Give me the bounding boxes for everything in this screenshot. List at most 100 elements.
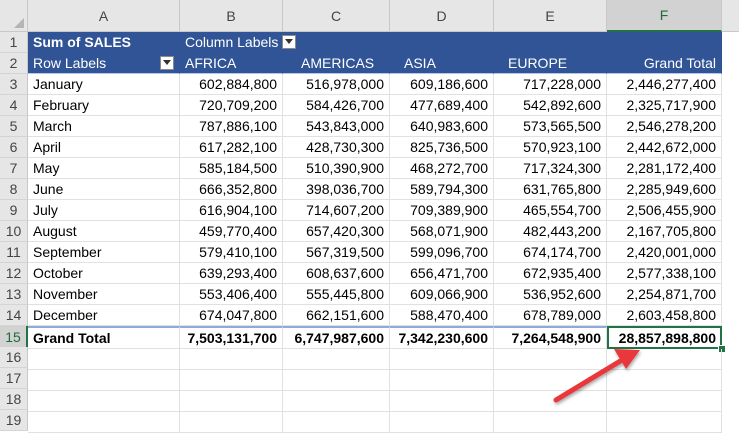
pivot-value-cell[interactable]: 570,923,100 xyxy=(494,137,607,158)
pivot-column-europe[interactable]: EUROPE xyxy=(494,53,607,74)
pivot-column-americas[interactable]: AMERICAS xyxy=(283,53,390,74)
pivot-value-cell[interactable]: 2,577,338,100 xyxy=(607,263,722,284)
pivot-value-cell[interactable]: 536,952,600 xyxy=(494,284,607,305)
grand-total-label[interactable]: Grand Total xyxy=(28,326,180,349)
row-header-17[interactable]: 17 xyxy=(0,368,28,389)
column-header-c[interactable]: C xyxy=(283,0,390,32)
row-header-4[interactable]: 4 xyxy=(0,95,28,116)
row-header-5[interactable]: 5 xyxy=(0,116,28,137)
row-header-18[interactable]: 18 xyxy=(0,389,28,410)
pivot-value-cell[interactable]: 609,186,600 xyxy=(390,74,494,95)
pivot-value-cell[interactable]: 543,843,000 xyxy=(283,116,390,137)
row-header-16[interactable]: 16 xyxy=(0,347,28,368)
select-all-corner[interactable] xyxy=(0,0,28,32)
grand-total-overall-cell[interactable]: 28,857,898,800 xyxy=(607,326,722,349)
pivot-value-cell[interactable]: 674,174,700 xyxy=(494,242,607,263)
empty-cell[interactable] xyxy=(180,412,283,433)
pivot-value-cell[interactable]: 609,066,900 xyxy=(390,284,494,305)
pivot-value-cell[interactable]: 674,047,800 xyxy=(180,305,283,326)
empty-cell[interactable] xyxy=(180,349,283,370)
pivot-value-cell[interactable]: 657,420,300 xyxy=(283,221,390,242)
pivot-value-cell[interactable]: 567,319,500 xyxy=(283,242,390,263)
pivot-value-cell[interactable]: 542,892,600 xyxy=(494,95,607,116)
pivot-value-cell[interactable]: 666,352,800 xyxy=(180,179,283,200)
pivot-row-labels[interactable]: Row Labels xyxy=(28,53,180,74)
row-header-6[interactable]: 6 xyxy=(0,137,28,158)
pivot-row-label[interactable]: September xyxy=(28,242,180,263)
row-header-12[interactable]: 12 xyxy=(0,263,28,284)
column-header-e[interactable]: E xyxy=(494,0,607,32)
pivot-value-cell[interactable]: 588,470,400 xyxy=(390,305,494,326)
row-header-15[interactable]: 15 xyxy=(0,326,28,348)
pivot-row-label[interactable]: December xyxy=(28,305,180,326)
empty-cell[interactable] xyxy=(390,370,494,391)
pivot-value-cell[interactable]: 617,282,100 xyxy=(180,137,283,158)
column-header-a[interactable]: A xyxy=(28,0,180,32)
pivot-row-label[interactable]: March xyxy=(28,116,180,137)
pivot-value-cell[interactable]: 2,420,001,000 xyxy=(607,242,722,263)
pivot-row-label[interactable]: July xyxy=(28,200,180,221)
row-labels-filter-button[interactable] xyxy=(160,56,174,70)
column-labels-filter-button[interactable] xyxy=(282,35,297,49)
empty-cell[interactable] xyxy=(607,349,722,370)
empty-cell[interactable] xyxy=(283,349,390,370)
pivot-value-cell[interactable]: 516,978,000 xyxy=(283,74,390,95)
pivot-row-label[interactable]: August xyxy=(28,221,180,242)
column-header-f[interactable]: F xyxy=(607,0,722,32)
empty-cell[interactable] xyxy=(390,349,494,370)
pivot-value-cell[interactable]: 709,389,900 xyxy=(390,200,494,221)
pivot-value-cell[interactable]: 428,730,300 xyxy=(283,137,390,158)
empty-cell[interactable] xyxy=(283,412,390,433)
empty-cell[interactable] xyxy=(390,412,494,433)
pivot-value-cell[interactable]: 825,736,500 xyxy=(390,137,494,158)
pivot-row-label[interactable]: January xyxy=(28,74,180,95)
pivot-value-cell[interactable]: 589,794,300 xyxy=(390,179,494,200)
grand-total-value-cell[interactable]: 7,264,548,900 xyxy=(494,326,607,349)
pivot-value-cell[interactable]: 555,445,800 xyxy=(283,284,390,305)
pivot-value-cell[interactable]: 573,565,500 xyxy=(494,116,607,137)
pivot-value-cell[interactable]: 714,607,200 xyxy=(283,200,390,221)
empty-cell[interactable] xyxy=(283,391,390,412)
row-header-3[interactable]: 3 xyxy=(0,74,28,95)
row-header-1[interactable]: 1 xyxy=(0,32,28,53)
empty-cell[interactable] xyxy=(28,370,180,391)
empty-cell[interactable] xyxy=(607,391,722,412)
pivot-value-cell[interactable]: 672,935,400 xyxy=(494,263,607,284)
pivot-value-cell[interactable]: 602,884,800 xyxy=(180,74,283,95)
pivot-value-cell[interactable]: 640,983,600 xyxy=(390,116,494,137)
pivot-column-grand-total[interactable]: Grand Total xyxy=(607,53,722,74)
row-header-9[interactable]: 9 xyxy=(0,200,28,221)
pivot-value-cell[interactable]: 2,281,172,400 xyxy=(607,158,722,179)
pivot-value-cell[interactable]: 468,272,700 xyxy=(390,158,494,179)
pivot-row-label[interactable]: February xyxy=(28,95,180,116)
pivot-column-africa[interactable]: AFRICA xyxy=(180,53,283,74)
row-header-2[interactable]: 2 xyxy=(0,53,28,74)
pivot-value-cell[interactable]: 2,603,458,800 xyxy=(607,305,722,326)
row-header-8[interactable]: 8 xyxy=(0,179,28,200)
row-header-10[interactable]: 10 xyxy=(0,221,28,242)
grand-total-value-cell[interactable]: 6,747,987,600 xyxy=(283,326,390,349)
pivot-value-cell[interactable]: 2,167,705,800 xyxy=(607,221,722,242)
pivot-value-cell[interactable]: 717,324,300 xyxy=(494,158,607,179)
pivot-value-cell[interactable]: 2,506,455,900 xyxy=(607,200,722,221)
empty-cell[interactable] xyxy=(494,349,607,370)
empty-cell[interactable] xyxy=(607,370,722,391)
empty-cell[interactable] xyxy=(28,391,180,412)
pivot-value-cell[interactable]: 2,254,871,700 xyxy=(607,284,722,305)
pivot-value-cell[interactable]: 398,036,700 xyxy=(283,179,390,200)
empty-cell[interactable] xyxy=(180,370,283,391)
empty-cell[interactable] xyxy=(494,370,607,391)
pivot-value-cell[interactable]: 608,637,600 xyxy=(283,263,390,284)
pivot-value-cell[interactable]: 579,410,100 xyxy=(180,242,283,263)
pivot-value-cell[interactable]: 482,443,200 xyxy=(494,221,607,242)
empty-cell[interactable] xyxy=(607,412,722,433)
pivot-value-cell[interactable]: 568,071,900 xyxy=(390,221,494,242)
pivot-value-cell[interactable]: 2,325,717,900 xyxy=(607,95,722,116)
empty-cell[interactable] xyxy=(494,391,607,412)
pivot-value-cell[interactable]: 678,789,000 xyxy=(494,305,607,326)
pivot-value-cell[interactable]: 2,546,278,200 xyxy=(607,116,722,137)
pivot-value-cell[interactable]: 2,446,277,400 xyxy=(607,74,722,95)
pivot-value-cell[interactable]: 459,770,400 xyxy=(180,221,283,242)
pivot-row-label[interactable]: May xyxy=(28,158,180,179)
pivot-value-cell[interactable]: 2,285,949,600 xyxy=(607,179,722,200)
